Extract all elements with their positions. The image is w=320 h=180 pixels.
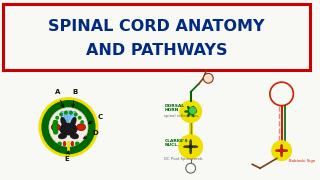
Circle shape: [280, 149, 284, 153]
Circle shape: [204, 73, 213, 83]
Ellipse shape: [69, 111, 76, 124]
Circle shape: [39, 98, 98, 156]
Ellipse shape: [58, 133, 67, 139]
Text: CLARKE'S: CLARKE'S: [164, 139, 188, 143]
Ellipse shape: [77, 124, 85, 130]
Ellipse shape: [60, 123, 77, 135]
Circle shape: [53, 120, 58, 125]
Circle shape: [69, 111, 73, 114]
Ellipse shape: [67, 111, 73, 124]
Ellipse shape: [61, 111, 68, 124]
Ellipse shape: [191, 145, 198, 148]
Text: Babinski Sign: Babinski Sign: [289, 159, 316, 163]
Ellipse shape: [70, 117, 76, 127]
Circle shape: [53, 129, 58, 134]
Circle shape: [75, 142, 79, 146]
Text: D: D: [84, 130, 98, 138]
Ellipse shape: [280, 144, 283, 150]
Circle shape: [49, 108, 88, 147]
Ellipse shape: [183, 145, 190, 148]
Text: DORSAL: DORSAL: [164, 104, 184, 108]
Ellipse shape: [66, 111, 71, 124]
Circle shape: [272, 141, 292, 160]
Circle shape: [52, 122, 57, 127]
Ellipse shape: [184, 110, 190, 113]
Circle shape: [55, 116, 59, 120]
Text: HORN: HORN: [164, 107, 179, 112]
Ellipse shape: [60, 117, 67, 127]
Circle shape: [59, 113, 63, 116]
Ellipse shape: [71, 141, 74, 146]
Circle shape: [78, 116, 82, 120]
Ellipse shape: [282, 149, 288, 152]
Ellipse shape: [275, 149, 281, 152]
Ellipse shape: [191, 112, 194, 117]
Ellipse shape: [187, 112, 191, 117]
Ellipse shape: [187, 106, 191, 111]
Ellipse shape: [280, 151, 283, 157]
Circle shape: [189, 145, 193, 149]
Circle shape: [42, 101, 95, 154]
Circle shape: [186, 163, 196, 173]
Ellipse shape: [63, 141, 66, 146]
Ellipse shape: [64, 111, 70, 124]
Text: A: A: [55, 89, 64, 107]
Circle shape: [180, 101, 201, 122]
Ellipse shape: [191, 110, 197, 113]
Text: B: B: [72, 89, 78, 107]
Ellipse shape: [191, 106, 194, 111]
Text: SPINAL CORD ANATOMY: SPINAL CORD ANATOMY: [48, 19, 265, 34]
Ellipse shape: [189, 139, 192, 146]
Text: AND PATHWAYS: AND PATHWAYS: [86, 43, 227, 58]
Circle shape: [53, 120, 56, 124]
Ellipse shape: [189, 147, 192, 154]
Circle shape: [270, 82, 293, 106]
Circle shape: [64, 111, 68, 114]
Circle shape: [179, 135, 203, 158]
Text: NUCL.: NUCL.: [164, 143, 179, 147]
Text: C: C: [88, 114, 103, 123]
Circle shape: [74, 113, 77, 116]
Text: spinal reflex cons.: spinal reflex cons.: [164, 114, 200, 118]
Circle shape: [52, 127, 57, 132]
FancyBboxPatch shape: [3, 4, 310, 70]
Ellipse shape: [51, 124, 60, 130]
Circle shape: [52, 125, 57, 130]
Text: DC Post Spinocereb.: DC Post Spinocereb.: [164, 157, 204, 161]
Ellipse shape: [70, 133, 79, 139]
Circle shape: [80, 120, 84, 124]
Circle shape: [58, 142, 62, 146]
Text: E: E: [65, 151, 69, 162]
Circle shape: [189, 107, 196, 114]
